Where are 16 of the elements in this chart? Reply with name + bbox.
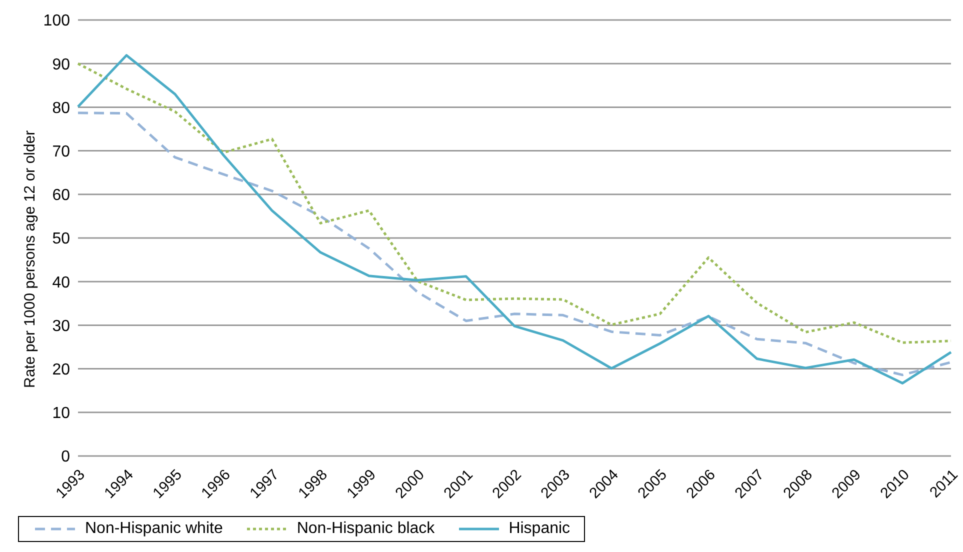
- legend-label: Hispanic: [508, 520, 570, 538]
- y-tick-label: 80: [52, 100, 70, 117]
- legend-label: Non-Hispanic black: [296, 520, 435, 538]
- y-tick-label: 10: [52, 405, 70, 422]
- line-series: [76, 112, 952, 376]
- y-tick-label: 90: [52, 56, 70, 74]
- y-tick-label: 0: [61, 448, 70, 466]
- y-tick-label: 60: [52, 187, 70, 204]
- legend-label: Non-Hispanic white: [85, 520, 223, 538]
- y-tick-label: 30: [52, 318, 70, 335]
- y-tick-label: 70: [52, 143, 70, 160]
- y-axis-title: Rate per 1000 persons age 12 or older: [21, 130, 38, 388]
- y-tick-label: 100: [43, 12, 70, 30]
- y-tick-label: 50: [52, 230, 70, 248]
- y-tick-label: 20: [52, 361, 70, 378]
- y-tick-label: 40: [52, 274, 70, 292]
